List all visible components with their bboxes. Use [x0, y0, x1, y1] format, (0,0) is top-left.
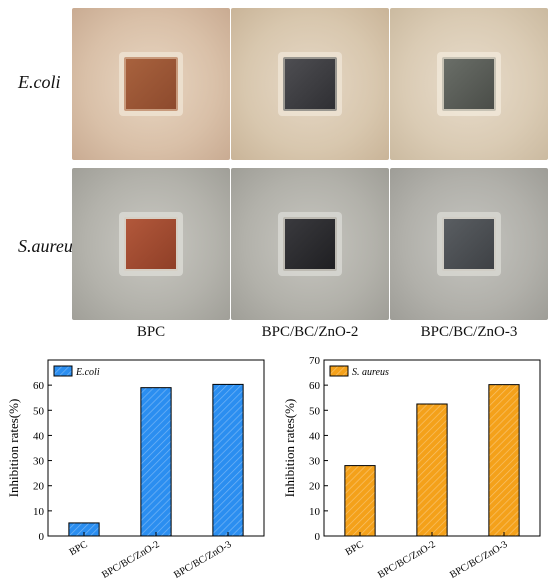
column-label-bpc: BPC: [136, 324, 166, 340]
photo-ecoli-bpc-bc-zno-3: [390, 8, 548, 160]
saureus-inhibition-chart: 0 10 20 30 40 50 60 70 Inhibition rates(%) BPC BPC…: [282, 355, 541, 581]
photo-saureus-bpc-bc-zno-2: [231, 168, 389, 320]
y-tick-label: 60: [309, 380, 321, 392]
x-tick-label: BPC/BC/ZnO-2: [376, 539, 437, 581]
y-tick-label: 40: [33, 430, 45, 442]
y-axis-label: Inhibition rates(%): [282, 399, 297, 498]
bar: [344, 465, 376, 537]
y-tick-label: 50: [309, 405, 321, 417]
x-tick-label: BPC: [68, 539, 90, 558]
y-axis-label: Inhibition rates(%): [6, 399, 21, 498]
legend-swatch: [329, 365, 349, 377]
column-label-bpc-bc-zno-3: BPC/BC/ZnO-3: [420, 324, 518, 340]
y-tick-label: 40: [309, 430, 321, 442]
row-label-saureus: S.aureus: [18, 236, 80, 256]
y-tick-label: 70: [309, 355, 321, 367]
photo-ecoli-bpc-bc-zno-2: [231, 8, 389, 160]
x-tick-label: BPC/BC/ZnO-3: [448, 539, 509, 581]
y-tick-label: 30: [33, 456, 45, 468]
y-tick-label: 20: [309, 481, 321, 493]
y-tick-label: 30: [309, 456, 321, 468]
photo-saureus-bpc: [72, 168, 230, 320]
photo-ecoli-bpc: [72, 8, 230, 160]
bar: [488, 384, 520, 537]
y-tick-label: 20: [33, 481, 45, 493]
column-label-bpc-bc-zno-2: BPC/BC/ZnO-2: [261, 324, 359, 340]
y-tick-label: 10: [33, 506, 45, 518]
y-tick-label: 0: [39, 531, 45, 543]
row-label-ecoli: E.coli: [18, 72, 61, 92]
ecoli-inhibition-chart: 0 10 20 30 40 50 60 Inhibition rates(%) BPC BPC/B…: [6, 359, 265, 581]
legend-label: E.coli: [75, 367, 100, 378]
bar: [140, 387, 172, 537]
x-tick-label: BPC/BC/ZnO-2: [100, 539, 161, 581]
x-tick-label: BPC/BC/ZnO-3: [172, 539, 233, 581]
legend-label: S. aureus: [352, 367, 389, 378]
y-tick-label: 10: [309, 506, 321, 518]
y-tick-label: 50: [33, 405, 45, 417]
bar: [416, 403, 448, 537]
y-tick-label: 0: [315, 531, 321, 543]
bar: [212, 383, 244, 537]
x-tick-label: BPC: [344, 539, 366, 558]
legend-swatch: [53, 365, 73, 377]
photo-saureus-bpc-bc-zno-3: [390, 168, 548, 320]
y-tick-label: 60: [33, 380, 45, 392]
